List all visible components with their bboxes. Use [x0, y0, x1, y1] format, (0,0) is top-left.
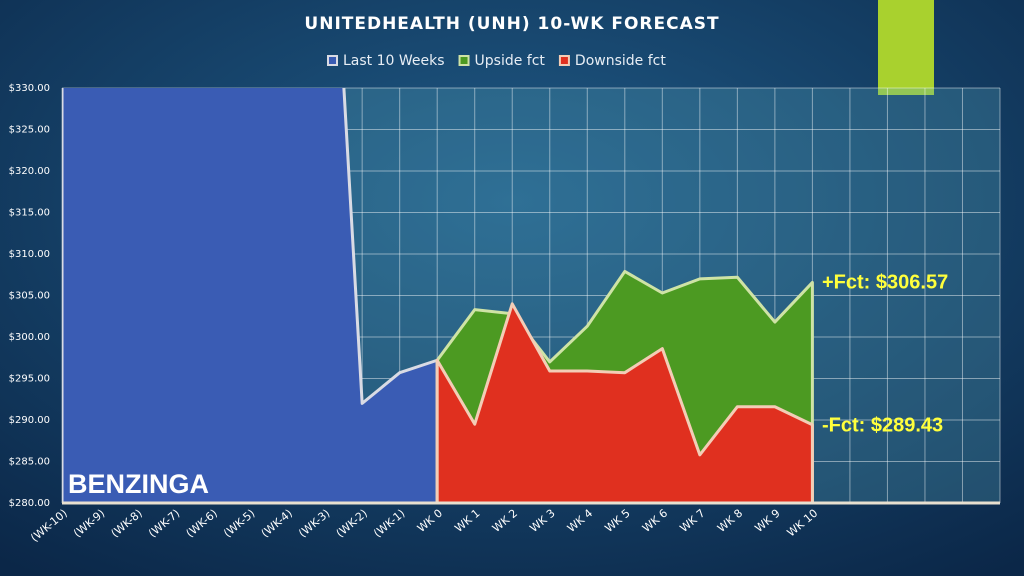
- y-tick-label: $280.00: [9, 498, 50, 509]
- y-tick-label: $300.00: [9, 332, 50, 343]
- legend-label: Last 10 Weeks: [343, 53, 445, 69]
- y-tick-label: $290.00: [9, 415, 50, 426]
- legend-label: Upside fct: [475, 53, 546, 69]
- accent-block: [878, 0, 934, 95]
- y-tick-label: $330.00: [9, 83, 50, 94]
- legend-marker: [327, 55, 338, 66]
- y-tick-label: $320.00: [9, 166, 50, 177]
- annotation: +Fct: $306.57: [822, 271, 948, 293]
- y-tick-label: $295.00: [9, 374, 50, 385]
- logo: BENZINGA: [68, 469, 209, 499]
- area: [62, 88, 439, 503]
- y-tick-label: $310.00: [9, 249, 50, 260]
- y-tick-label: $325.00: [9, 125, 50, 136]
- annotation: -Fct: $289.43: [822, 414, 943, 436]
- area: [435, 302, 814, 503]
- legend-label: Downside fct: [575, 53, 666, 69]
- y-tick-label: $315.00: [9, 208, 50, 219]
- legend-marker: [458, 55, 470, 66]
- y-tick-label: $305.00: [9, 291, 50, 302]
- chart-title: UNITEDHEALTH (UNH) 10-WK FORECAST: [304, 14, 719, 34]
- legend-marker: [558, 55, 570, 66]
- y-tick-label: $285.00: [9, 457, 50, 468]
